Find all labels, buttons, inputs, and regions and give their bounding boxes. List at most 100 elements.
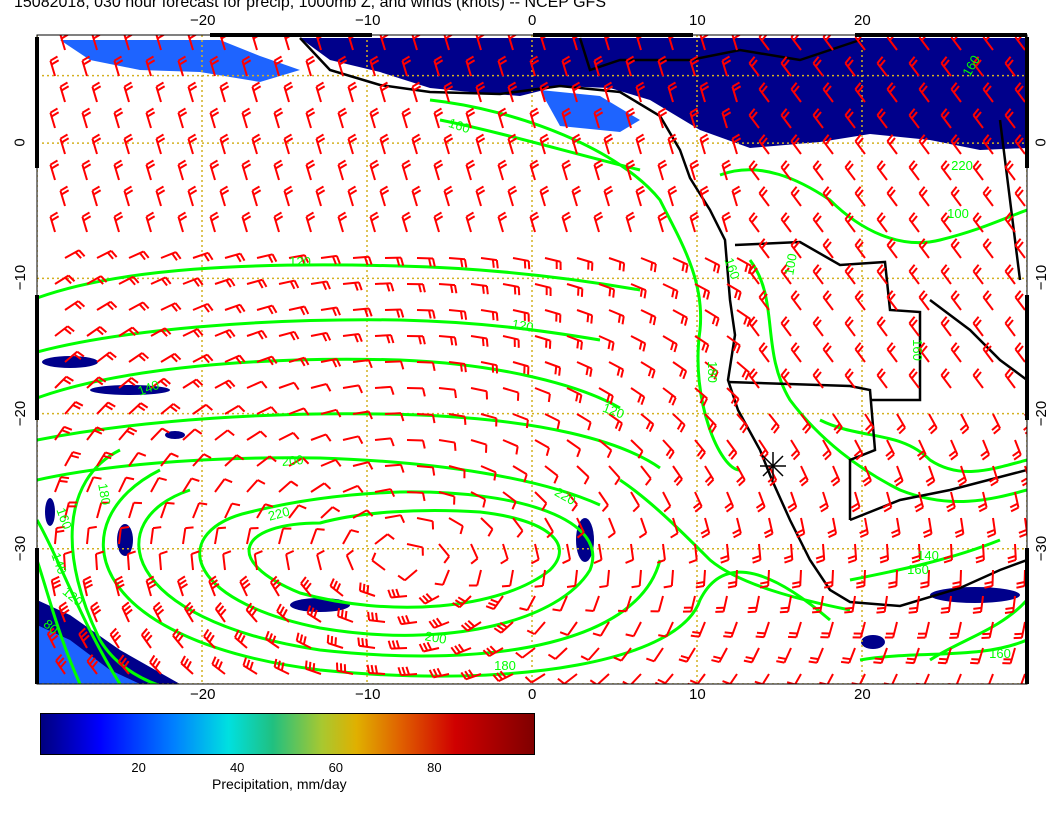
wind-barb-feather xyxy=(106,251,114,260)
wind-barb xyxy=(606,569,610,587)
contour-line xyxy=(37,263,641,300)
wind-barb-feather xyxy=(253,137,262,144)
wind-barb xyxy=(342,529,352,545)
wind-barb xyxy=(956,621,962,638)
wind-barb xyxy=(534,543,540,560)
wind-barb-feather xyxy=(733,85,742,92)
wind-barb xyxy=(283,138,290,155)
wind-barb xyxy=(374,488,391,493)
wind-barb-feather xyxy=(371,215,380,222)
wind-barb xyxy=(672,257,688,266)
wind-barb-feather xyxy=(748,316,756,324)
wind-barb xyxy=(379,138,386,155)
wind-barb-feather xyxy=(339,59,348,66)
contour-line xyxy=(748,259,1027,504)
wind-barb xyxy=(566,439,581,450)
wind-barb-feather xyxy=(883,506,892,513)
wind-barb-feather xyxy=(435,163,444,170)
wind-barb xyxy=(699,190,706,207)
wind-barb-feather xyxy=(658,634,667,638)
wind-barb-feather xyxy=(261,279,268,288)
wind-barb-feather xyxy=(940,264,948,272)
wind-barb-feather xyxy=(701,137,710,144)
wind-barb-feather xyxy=(827,528,836,535)
wind-barb-feather xyxy=(529,159,539,166)
wind-barb-feather xyxy=(756,631,766,635)
wind-barb-feather xyxy=(975,371,982,380)
wind-barb-feather xyxy=(465,107,475,114)
wind-barb-feather xyxy=(110,250,118,258)
wind-barb-feather xyxy=(950,134,958,142)
wind-barb-feather xyxy=(349,189,358,196)
contour-label: 160 xyxy=(721,256,743,282)
wind-barb xyxy=(780,270,792,285)
wind-barb xyxy=(404,569,418,582)
wind-barb-feather xyxy=(608,287,612,297)
wind-barb xyxy=(630,387,645,398)
wind-barb-feather xyxy=(921,85,928,94)
wind-barb xyxy=(1004,114,1016,129)
wind-barb-feather xyxy=(972,368,980,376)
wind-barb xyxy=(1004,374,1016,389)
wind-barb xyxy=(851,595,856,612)
wind-barb-feather xyxy=(957,476,966,483)
wind-barb-feather xyxy=(972,316,980,324)
wind-barb xyxy=(448,517,464,527)
wind-barb-feather xyxy=(984,585,993,589)
wind-barb-feather xyxy=(123,133,133,140)
wind-barb xyxy=(608,309,625,318)
wind-barb-feather xyxy=(481,285,485,294)
wind-barb-feather xyxy=(526,629,536,636)
wind-barb-feather xyxy=(1016,585,1025,589)
wind-barb-feather xyxy=(918,82,926,90)
wind-barb xyxy=(160,452,172,467)
wind-barb xyxy=(831,569,834,587)
wind-barb-feather xyxy=(561,55,571,62)
wind-barb xyxy=(959,569,962,587)
wind-barb-feather xyxy=(854,238,862,246)
wind-barb xyxy=(876,270,888,285)
wind-barb-feather xyxy=(889,293,896,302)
wind-barb xyxy=(735,569,738,587)
wind-barb xyxy=(448,257,466,261)
wind-barb xyxy=(347,35,354,51)
wind-barb-feather xyxy=(886,342,894,350)
wind-barb-feather xyxy=(657,159,667,166)
contour-line xyxy=(37,318,601,354)
wind-barb xyxy=(502,387,519,394)
wind-barb-feather xyxy=(157,85,166,92)
wind-barb-feather xyxy=(264,630,270,640)
contour-line xyxy=(37,357,621,410)
wind-barb xyxy=(150,528,155,545)
wind-barb-feather xyxy=(300,576,307,585)
wind-barb xyxy=(812,62,824,77)
wind-barb-feather xyxy=(187,81,197,88)
wind-barb-feather xyxy=(702,289,707,298)
wind-barb xyxy=(800,517,806,534)
wind-barb-feather xyxy=(283,185,293,192)
wind-barb-feather xyxy=(64,276,72,285)
wind-barb-feather xyxy=(155,133,165,140)
wind-barb-feather xyxy=(316,549,325,556)
wind-barb-feather xyxy=(689,159,699,166)
wind-barb-feather xyxy=(947,506,956,513)
wind-barb-feather xyxy=(713,655,722,660)
wind-barb xyxy=(826,673,834,684)
wind-barb-feather xyxy=(389,488,396,498)
wind-barb-feather xyxy=(547,393,551,403)
wind-barb-feather xyxy=(589,368,593,377)
wind-barb-feather xyxy=(815,215,822,224)
wind-barb-feather xyxy=(668,394,674,404)
wind-barb-feather xyxy=(792,452,801,461)
wind-barb-feather xyxy=(575,393,579,402)
wind-barb-feather xyxy=(991,424,999,431)
wind-barb xyxy=(470,387,487,393)
wind-barb-feather xyxy=(940,212,948,220)
wind-barb xyxy=(822,140,834,155)
wind-barb-feather xyxy=(751,267,758,276)
wind-barb-feather xyxy=(293,331,300,340)
wind-barb-feather xyxy=(952,585,961,589)
wind-barb-feather xyxy=(780,56,788,64)
wind-barb-feather xyxy=(197,277,204,286)
wind-barb-feather xyxy=(645,421,652,430)
